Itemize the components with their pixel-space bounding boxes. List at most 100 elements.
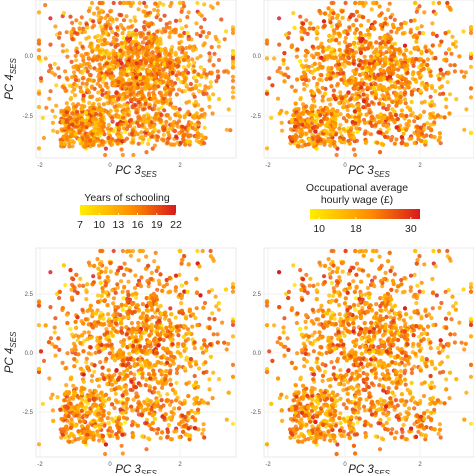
scatter-point [452, 63, 457, 68]
scatter-point [89, 85, 94, 90]
scatter-point [439, 39, 444, 44]
scatter-point [105, 41, 110, 46]
scatter-point [158, 393, 163, 398]
scatter-point [411, 34, 416, 39]
scatter-point [87, 100, 92, 105]
scatter-point [128, 18, 133, 23]
scatter-point [140, 140, 145, 145]
scatter-point [447, 111, 452, 116]
scatter-point [106, 112, 112, 117]
scatter-point [106, 90, 111, 95]
scatter-point [146, 68, 151, 73]
scatter-point [83, 118, 89, 123]
scatter-point [317, 77, 322, 82]
scatter-point [220, 320, 225, 325]
scatter-point [414, 9, 419, 14]
scatter-panel-top-right: -2 0 20.0-2.5PC 3SES [251, 0, 474, 179]
scatter-point [99, 15, 104, 21]
scatter-point [362, 54, 367, 59]
scatter-point [159, 112, 164, 118]
scatter-point [85, 134, 90, 139]
scatter-point [85, 69, 90, 74]
scatter-point [155, 8, 160, 13]
scatter-point [421, 66, 426, 71]
scatter-point [163, 85, 168, 90]
scatter-point [314, 146, 319, 151]
scatter-point [57, 35, 62, 40]
scatter-point [399, 108, 404, 113]
scatter-point [135, 72, 140, 77]
scatter-point [468, 86, 474, 91]
scatter-point [158, 41, 163, 46]
scatter-point [353, 121, 358, 126]
scatter-point [146, 116, 151, 121]
scatter-point [344, 49, 349, 54]
scatter-point [164, 98, 169, 104]
scatter-point [325, 121, 330, 126]
scatter-point [415, 26, 420, 31]
scatter-point [64, 101, 69, 106]
scatter-point [138, 66, 144, 71]
scatter-point [73, 93, 78, 98]
scatter-point [432, 115, 437, 120]
scatter-point [384, 50, 389, 55]
scatter-point [63, 142, 68, 147]
scatter-point [154, 79, 159, 84]
scatter-point [76, 64, 81, 70]
scatter-point [120, 152, 125, 158]
scatter-point [383, 87, 388, 92]
scatter-point [151, 123, 157, 128]
scatter-point [332, 74, 337, 79]
scatter-point [180, 26, 185, 31]
scatter-point [60, 43, 65, 48]
scatter-point [144, 127, 149, 133]
scatter-point [115, 141, 120, 146]
scatter-point [192, 373, 197, 379]
scatter-point [126, 66, 131, 71]
scatter-point [108, 108, 113, 113]
scatter-point [414, 39, 419, 44]
scatter-point [128, 97, 134, 102]
scatter-point [75, 117, 80, 122]
scatter-point [194, 134, 199, 139]
scatter-point [79, 107, 84, 112]
scatter-point [367, 107, 372, 112]
scatter-point [277, 16, 282, 21]
scatter-point [161, 2, 166, 7]
scatter-point [193, 315, 198, 321]
scatter-point [90, 49, 95, 54]
scatter-point [126, 33, 131, 38]
scatter-point [438, 67, 443, 72]
scatter-point [178, 0, 183, 6]
scatter-point [211, 370, 216, 375]
scatter-point [80, 81, 85, 86]
scatter-point [392, 141, 397, 146]
scatter-point [358, 39, 363, 44]
scatter-point [161, 62, 167, 67]
scatter-point [79, 121, 84, 126]
scatter-point [389, 84, 394, 89]
scatter-point [158, 36, 163, 41]
scatter-point [401, 131, 406, 136]
scatter-point [422, 10, 427, 15]
scatter-point [101, 74, 106, 79]
scatter-point [175, 76, 180, 81]
scatter-point [452, 69, 457, 74]
scatter-point [157, 0, 162, 6]
scatter-point [403, 101, 408, 106]
scatter-point [191, 48, 196, 53]
scatter-point [448, 63, 453, 68]
scatter-point [406, 123, 411, 128]
scatter-point [75, 50, 80, 55]
scatter-point [126, 49, 131, 54]
scatter-point [373, 122, 378, 127]
scatter-point [176, 87, 182, 92]
scatter-point [385, 123, 390, 128]
scatter-point [459, 69, 464, 74]
scatter-point [275, 96, 281, 101]
scatter-point [50, 108, 55, 113]
scatter-point [90, 373, 95, 378]
scatter-point [158, 303, 163, 308]
scatter-point [424, 49, 429, 54]
scatter-point [309, 53, 314, 58]
